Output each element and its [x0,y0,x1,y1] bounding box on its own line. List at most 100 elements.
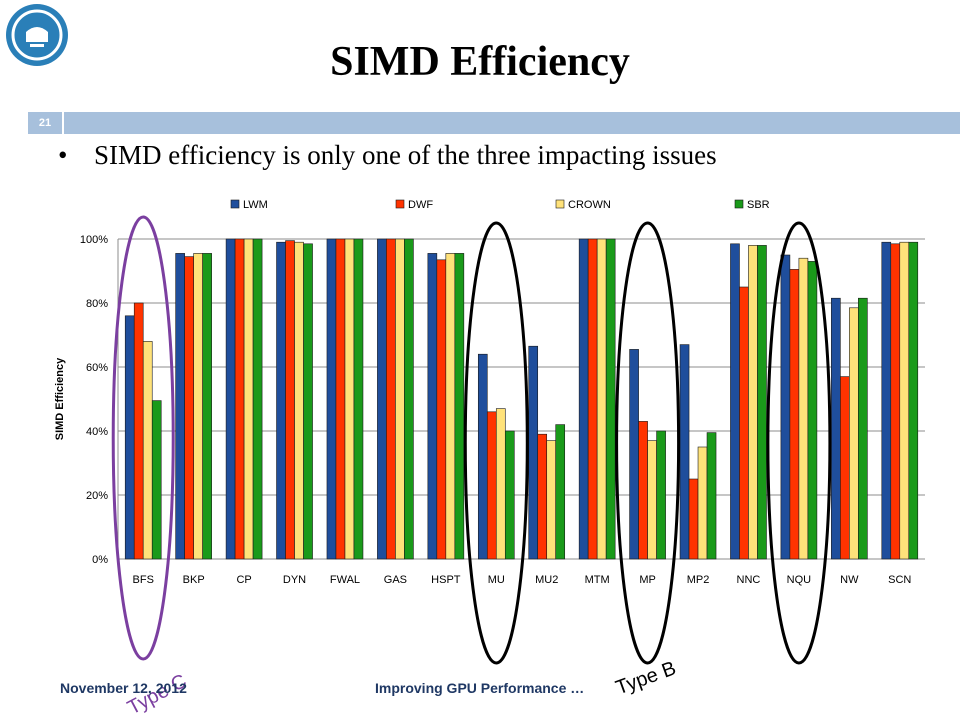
bar-crown-nnc [748,245,758,560]
x-tick-label: MTM [585,574,610,586]
bar-sbr-mp [656,430,666,560]
bar-dwf-dyn [285,240,295,560]
bar-dwf-bfs [133,302,144,560]
bar-crown-bkp [193,253,203,560]
bar-crown-mp2 [697,446,708,560]
legend-swatch-lwm [230,199,240,209]
legend-label-dwf: DWF [408,199,433,211]
bar-lwm-mu2 [528,345,539,560]
bar-dwf-fwal [335,238,346,560]
x-tick-label: MU2 [535,574,558,586]
bar-lwm-hspt [427,253,438,560]
y-tick-label: 0% [92,554,108,566]
x-tick-label: BFS [133,574,154,586]
bar-dwf-gas [386,238,396,560]
y-tick-label: 60% [86,362,108,374]
x-tick-label: NQU [787,574,812,586]
bullet-text: SIMD efficiency is only one of the three… [94,140,717,170]
y-tick-label: 80% [86,298,108,310]
bar-dwf-mtm [587,238,598,560]
y-tick-label: 20% [86,490,108,502]
bar-sbr-mp2 [706,432,717,560]
bar-dwf-hspt [436,259,447,560]
bar-crown-mp [647,440,657,560]
y-tick-label: 40% [86,426,108,438]
x-tick-label: MP [639,574,656,586]
bar-lwm-dyn [276,241,286,560]
footer-date: November 12, 2012 [60,680,187,696]
bar-lwm-gas [377,238,387,560]
x-tick-label: SCN [888,574,911,586]
bar-sbr-mu2 [555,424,566,560]
x-tick-label: DYN [283,574,306,586]
bar-crown-dyn [294,241,304,560]
bar-lwm-cp [225,238,236,560]
bar-crown-gas [395,238,405,560]
type-b-ellipse [463,221,529,665]
bar-sbr-hspt [454,253,465,560]
university-logo [6,4,68,66]
bar-dwf-nqu [789,269,800,560]
bar-lwm-mu [477,353,488,560]
x-tick-label: MU [488,574,505,586]
bar-crown-nqu [798,257,809,560]
bar-lwm-nw [831,297,841,560]
type-b-ellipse [766,221,832,665]
bar-dwf-mu2 [537,433,548,560]
bar-crown-hspt [445,253,456,560]
bar-dwf-cp [234,238,245,560]
bar-dwf-mp [638,421,648,560]
legend-label-sbr: SBR [747,199,770,211]
bar-lwm-scn [881,241,892,560]
bar-sbr-mu [504,430,515,560]
bar-crown-bfs [142,341,153,560]
bar-dwf-scn [890,243,901,560]
bar-dwf-mu [486,411,497,560]
bar-sbr-dyn [303,243,313,560]
type-c-ellipse [111,215,175,661]
bar-sbr-nw [858,297,868,560]
y-axis-label: SIMD Efficiency [54,357,66,440]
x-tick-label: FWAL [330,574,360,586]
x-tick-label: CP [236,574,251,586]
x-tick-label: GAS [384,574,407,586]
bar-dwf-bkp [184,256,194,560]
legend-swatch-sbr [734,199,744,209]
legend-label-crown: CROWN [568,199,611,211]
slide-number: 21 [28,112,62,134]
bar-lwm-mp [629,349,639,560]
x-tick-label: NNC [737,574,761,586]
bar-sbr-bfs [151,400,162,560]
bar-sbr-fwal [353,238,364,560]
bar-crown-cp [243,238,254,560]
bar-lwm-mtm [578,238,589,560]
footer-title: Improving GPU Performance … [375,680,585,696]
bar-lwm-bkp [175,253,185,560]
legend-swatch-crown [555,199,565,209]
bar-sbr-nnc [757,245,767,560]
accent-bar [64,112,960,134]
y-tick-label: 100% [80,234,108,246]
bar-crown-mtm [596,238,607,560]
bar-dwf-nnc [739,286,749,560]
bar-lwm-fwal [326,238,337,560]
x-tick-label: NW [840,574,859,586]
x-tick-label: BKP [183,574,205,586]
bar-lwm-bfs [124,315,135,560]
slide-title: SIMD Efficiency [330,39,630,85]
bar-sbr-nqu [807,261,818,560]
x-tick-label: MP2 [687,574,710,586]
bar-dwf-nw [840,376,850,560]
bar-crown-scn [899,241,910,560]
bar-lwm-nnc [730,243,740,560]
bar-crown-mu2 [546,440,557,560]
type-b-ellipse [615,221,681,665]
bar-sbr-scn [908,241,919,560]
bullet-dot: • [58,140,68,170]
legend-label-lwm: LWM [243,199,268,211]
x-tick-label: HSPT [431,574,461,586]
bar-lwm-nqu [780,254,791,560]
bar-sbr-gas [404,238,414,560]
bar-lwm-mp2 [679,344,690,560]
